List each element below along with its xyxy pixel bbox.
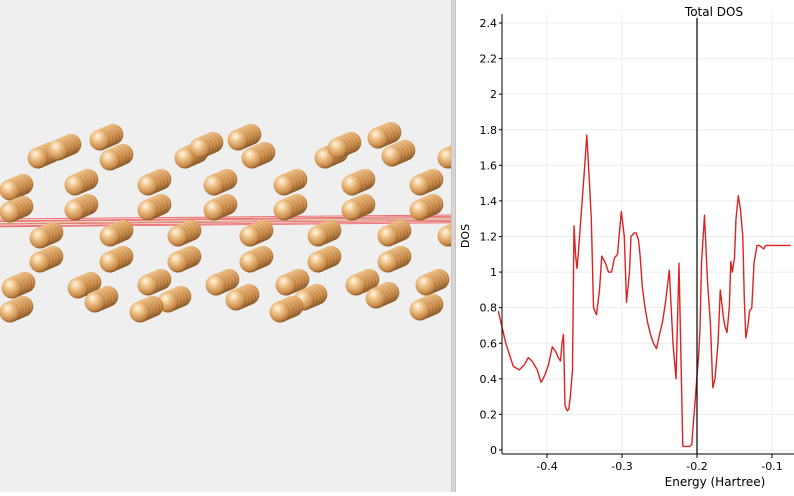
bond-line (0, 218, 451, 224)
atom-sphere (341, 174, 363, 196)
y-tick-label: 1.4 (480, 195, 498, 208)
atom-sphere (409, 199, 431, 221)
atom-sphere (367, 127, 389, 149)
x-axis-label: Energy (Hartree) (665, 475, 766, 489)
atom-sphere (275, 274, 297, 296)
y-tick-label: 0.6 (480, 337, 498, 350)
atom-sphere (381, 145, 403, 167)
atom-sphere (273, 199, 295, 221)
atom-sphere (174, 147, 196, 169)
atom-sphere (0, 201, 21, 223)
atom-sphere (327, 137, 349, 159)
x-tick-label: -0.3 (611, 460, 632, 473)
atom-sphere (203, 174, 225, 196)
atom-sphere (99, 251, 121, 273)
y-tick-label: 0 (490, 444, 497, 457)
atom-sphere (47, 139, 69, 161)
y-tick-label: 0.8 (480, 302, 498, 315)
atom-sphere (225, 289, 247, 311)
x-tick-label: -0.2 (686, 460, 707, 473)
x-tick-labels: -0.4 -0.3 -0.2 -0.1 (536, 460, 782, 473)
atom-sphere (227, 129, 249, 151)
atom-sphere (415, 274, 437, 296)
y-tick-label: 1 (490, 266, 497, 279)
x-tick-label: -0.4 (536, 460, 557, 473)
bond-line (0, 219, 451, 225)
atom-sphere (437, 147, 451, 169)
dos-curve (497, 134, 791, 448)
y-tick-label: 2 (490, 88, 497, 101)
atom-sphere (269, 301, 291, 323)
atom-sphere (239, 251, 261, 273)
atom-sphere (307, 251, 329, 273)
atom-sphere (409, 174, 431, 196)
atom-sphere (239, 225, 261, 247)
atom-sphere (167, 251, 189, 273)
atom-sphere (29, 227, 51, 249)
atom-sphere (203, 199, 225, 221)
y-tick-label: 2.2 (480, 53, 498, 66)
atom-sphere (365, 287, 387, 309)
atom-sphere (345, 274, 367, 296)
bond-line (0, 221, 451, 227)
atom-sphere (137, 199, 159, 221)
y-tick-label: 0.2 (480, 408, 498, 421)
chart-axes (499, 14, 794, 458)
y-axis-label: DOS (459, 224, 472, 248)
y-tick-label: 1.6 (480, 159, 498, 172)
atom-sphere (67, 277, 89, 299)
atom-sphere (273, 174, 295, 196)
molecule-render[interactable] (0, 0, 451, 492)
atom-sphere (99, 225, 121, 247)
dos-plot-panel: 0 0.2 0.4 0.6 0.8 1 1.2 1.4 1.6 1.8 2 2.2 2.4 -0.4 -0… (456, 0, 794, 492)
atom-sphere (167, 225, 189, 247)
atom-sphere (0, 179, 21, 201)
atom-sphere (137, 274, 159, 296)
atom-sphere (129, 301, 151, 323)
atom-sphere (137, 174, 159, 196)
atom-sphere (377, 251, 399, 273)
bond-line (0, 222, 451, 228)
y-tick-label: 1.2 (480, 231, 498, 244)
y-tick-label: 0.4 (480, 373, 498, 386)
atom-stacks (0, 121, 451, 323)
atom-sphere (409, 299, 431, 321)
chart-title: Total DOS (684, 5, 743, 19)
chart-gridlines (502, 14, 794, 454)
x-tick-label: -0.1 (761, 460, 782, 473)
atom-sphere (377, 225, 399, 247)
atom-sphere (189, 137, 211, 159)
atom-sphere (89, 129, 111, 151)
atom-sphere (27, 147, 49, 169)
atom-sphere (341, 199, 363, 221)
atom-sphere (99, 149, 121, 171)
atom-sphere (29, 251, 51, 273)
atom-sphere (307, 225, 329, 247)
chart-series-layer (497, 134, 791, 448)
atom-sphere (64, 199, 86, 221)
atom-sphere (84, 291, 106, 313)
y-tick-label: 1.8 (480, 124, 498, 137)
dos-chart[interactable]: 00.20.40.60.811.21.41.61.822.22.4 -0.4 -0… (456, 0, 794, 492)
atom-sphere (241, 147, 263, 169)
y-tick-label: 2.4 (480, 17, 498, 30)
atom-sphere (1, 277, 23, 299)
atom-sphere (64, 174, 86, 196)
atom-sphere (205, 274, 227, 296)
y-tick-labels: 0 0.2 0.4 0.6 0.8 1 1.2 1.4 1.6 1.8 2 2.2 2.4 (480, 17, 498, 457)
splitter-handle[interactable] (451, 0, 456, 492)
bond-line (0, 217, 451, 223)
atom-sphere (437, 225, 451, 247)
structure-3d-viewer[interactable] (0, 0, 451, 492)
atom-sphere (0, 301, 21, 323)
